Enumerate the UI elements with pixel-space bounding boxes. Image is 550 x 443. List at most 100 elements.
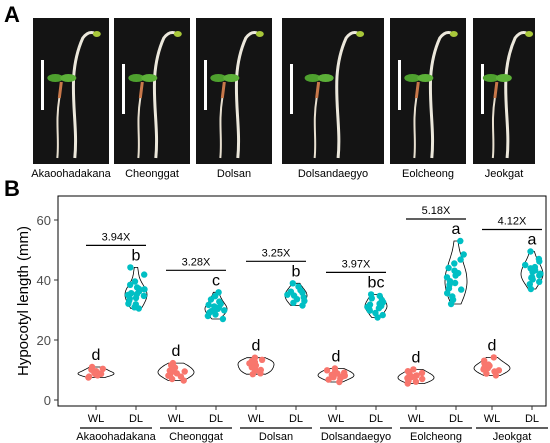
violin-wl [157, 362, 195, 381]
cotyledon [255, 31, 264, 37]
scale-bar [204, 60, 207, 110]
data-point-dl [135, 285, 143, 293]
leaf [128, 74, 145, 82]
light-root [219, 97, 224, 159]
y-tick-label: 0 [44, 393, 51, 408]
seedling-photo [390, 18, 466, 164]
data-point-wl [495, 367, 503, 374]
data-point-dl [366, 307, 373, 314]
data-point-wl [248, 357, 256, 365]
data-point-dl [444, 290, 451, 297]
cultivar-label: Dolsandaegyo [321, 431, 391, 443]
seedling-drawing [290, 31, 365, 159]
significance-letter: d [332, 349, 341, 366]
data-point-dl [290, 292, 298, 299]
light-hypocotyl [414, 81, 420, 99]
y-tick-label: 20 [37, 333, 51, 348]
leaf [223, 74, 240, 82]
light-hypocotyl [138, 81, 144, 99]
data-point-dl [141, 286, 148, 293]
data-point-dl [532, 267, 539, 274]
scale-bar [122, 64, 125, 114]
data-point-dl [205, 301, 212, 309]
data-point-wl [170, 363, 177, 370]
fold-change-label: 3.94X [102, 231, 131, 243]
data-point-dl [536, 278, 543, 285]
data-point-dl [133, 290, 141, 298]
data-point-wl [485, 361, 492, 368]
significance-letter: b [292, 263, 301, 280]
data-point-dl [127, 281, 134, 288]
data-point-wl [410, 366, 417, 373]
x-tick-label: WL [484, 413, 501, 425]
light-root [56, 97, 61, 159]
data-point-dl [216, 298, 223, 305]
panel-b-label: B [4, 176, 20, 201]
seedling-photo [114, 18, 190, 164]
data-point-dl [221, 307, 228, 314]
leaf [317, 74, 334, 82]
leaf [141, 74, 158, 82]
data-point-dl [537, 270, 544, 277]
data-point-dl [451, 260, 458, 267]
data-point-wl [490, 354, 497, 361]
scale-bar [290, 64, 293, 114]
cultivar-label: Dolsan [259, 431, 293, 443]
x-tick-label: WL [88, 413, 105, 425]
data-point-dl [289, 280, 296, 287]
seedling-drawing [41, 31, 101, 159]
data-point-dl [449, 296, 457, 303]
data-point-wl [480, 366, 487, 373]
seedling-drawing [481, 31, 534, 159]
x-tick-label: DL [289, 413, 303, 425]
y-axis-title: Hypocotyl length (mm) [15, 226, 32, 376]
significance-letter: bc [368, 274, 385, 291]
data-point-dl [140, 292, 148, 300]
data-point-wl [325, 376, 332, 383]
violin-wl [473, 357, 511, 376]
leaf [304, 74, 321, 82]
data-point-dl [526, 281, 533, 288]
seedling-drawing [398, 31, 458, 159]
x-tick-label: WL [328, 413, 345, 425]
data-point-dl [535, 255, 543, 263]
x-tick-label: DL [369, 413, 383, 425]
dark-seedling [428, 31, 456, 159]
y-tick-label: 60 [37, 213, 51, 228]
cotyledon [92, 31, 101, 37]
data-point-wl [88, 363, 96, 371]
light-hypocotyl [220, 81, 226, 99]
data-point-dl [452, 272, 459, 279]
light-root [137, 97, 142, 159]
seedling-photo [33, 18, 109, 164]
data-point-dl [290, 299, 297, 306]
leaf [210, 74, 227, 82]
scale-bar [398, 60, 401, 110]
leaf [60, 74, 77, 82]
x-tick-label: DL [525, 413, 539, 425]
data-point-wl [85, 374, 92, 381]
cotyledon [356, 31, 365, 37]
data-point-dl [451, 267, 458, 274]
light-hypocotyl [315, 81, 321, 99]
fold-change-label: 4.12X [498, 216, 527, 228]
cotyledon [449, 31, 458, 37]
data-point-wl [332, 368, 339, 375]
cotyledon [525, 31, 534, 37]
data-point-dl [457, 256, 464, 263]
panel-a-label: A [4, 2, 20, 27]
plot-frame [57, 195, 547, 407]
data-point-dl [204, 312, 212, 320]
photo-caption: Cheonggat [125, 168, 179, 180]
significance-letter: d [412, 349, 421, 366]
x-tick-label: WL [168, 413, 185, 425]
fold-change-label: 3.97X [342, 258, 371, 270]
data-point-dl [527, 285, 535, 293]
cultivar-label: Cheonggat [169, 431, 223, 443]
photo-caption: Eolcheong [402, 168, 454, 180]
data-point-dl [141, 271, 148, 278]
leaf [482, 74, 499, 82]
data-point-dl [211, 306, 218, 313]
violin-dl [444, 240, 468, 305]
cultivar-label: Akaoohadakana [76, 431, 156, 443]
